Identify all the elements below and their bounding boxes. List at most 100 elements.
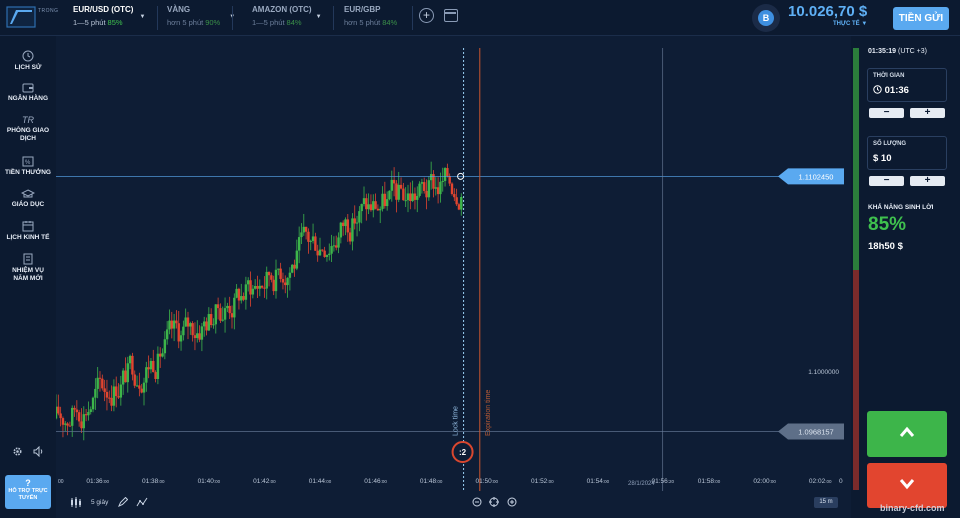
chevron-down-icon (899, 479, 915, 490)
candle-body (388, 190, 391, 200)
indicator-icon[interactable] (136, 497, 148, 507)
candle-body (321, 249, 324, 251)
candle-body (205, 321, 208, 331)
candle-body (121, 370, 125, 385)
asset-time: 1—5 phút (73, 18, 106, 27)
time-tick-seconds: :00 (269, 479, 276, 484)
candle-body (420, 182, 424, 184)
candle-body (274, 269, 278, 292)
zoom-in-icon[interactable] (507, 497, 517, 507)
time-field[interactable]: THỜI GIAN 01:36 (867, 68, 947, 102)
candle-body (73, 407, 76, 410)
candle-body (316, 250, 319, 256)
time-increase-button[interactable]: + (910, 108, 945, 118)
support-chat-button[interactable]: ? HỖ TRỢ TRỰC TUYẾN (5, 475, 51, 509)
chevron-down-icon: ▼ (861, 21, 868, 27)
sidebar-item-education[interactable]: GIÁO DỤC (0, 189, 56, 209)
expiration-time-label: Expiration time (485, 390, 492, 436)
candle-body (443, 168, 447, 181)
clock-timezone: (UTC +3) (897, 48, 927, 55)
avatar-badge[interactable]: B (758, 10, 774, 26)
candle-body (182, 326, 185, 336)
candle-body (98, 377, 102, 379)
sidebar-item-history[interactable]: LỊCH SỬ (0, 50, 56, 72)
calendar-icon (22, 221, 34, 232)
candle-body (355, 222, 359, 224)
pencil-icon[interactable] (118, 497, 128, 507)
candle-body (448, 176, 451, 184)
candle-body (453, 194, 456, 198)
candle-body (330, 246, 333, 254)
candle-body (277, 268, 280, 270)
candle-body (221, 319, 224, 321)
candle-body (281, 278, 285, 283)
candle-body (429, 174, 433, 181)
time-tick-label: 01:36:00 (86, 478, 109, 485)
candle-body (260, 285, 264, 288)
sidebar-item-economic-calendar[interactable]: LỊCH KINH TẾ (0, 220, 56, 242)
sidebar-item-label: PHÒNG GIAO DỊCH (6, 127, 50, 142)
plus-circle-icon[interactable]: + (419, 8, 434, 23)
candle-body (235, 288, 238, 298)
zoom-out-icon[interactable] (472, 497, 482, 507)
amount-increase-button[interactable]: + (910, 176, 945, 186)
support-label: HỖ TRỢ TRỰC TUYẾN (8, 488, 48, 501)
asset-tab-eurgbp[interactable]: EUR/GBP hơn 5 phút 84% (344, 5, 397, 31)
price-chart[interactable]: Lock time Expiration time:2 1.1102450 1.096… (56, 36, 848, 518)
time-axis: 01:36:00 01:38:00 01:40:00 01:42:00 01:44:00… (58, 478, 843, 487)
timeframe-selector[interactable]: 5 giây (91, 499, 109, 506)
candle-body (318, 249, 322, 256)
candle-body (376, 208, 380, 211)
chevron-down-icon[interactable]: ▼ (139, 14, 146, 20)
asset-tab-eurusd[interactable]: EUR/USD (OTC) 1—5 phút 85% ▼ (73, 5, 145, 31)
time-tick-seconds: :20 (668, 479, 675, 484)
gear-icon[interactable] (12, 446, 23, 457)
call-up-button[interactable] (867, 411, 947, 457)
amount-decrease-button[interactable]: − (869, 176, 904, 186)
candle-body (323, 250, 326, 257)
candle-body (297, 237, 301, 251)
time-decrease-button[interactable]: − (869, 108, 904, 118)
candle-body (374, 201, 377, 209)
candle-body (272, 279, 275, 292)
candlestick-icon[interactable] (70, 497, 82, 508)
asset-time: hơn 5 phút (344, 18, 381, 27)
candle-body (263, 287, 266, 289)
candle-body (291, 264, 294, 273)
sidebar-item-bonus[interactable]: % TIỀN THƯỞNG (0, 156, 56, 177)
candle-body (423, 182, 426, 191)
time-tick-seconds: :00 (770, 479, 777, 484)
candle-body (251, 288, 255, 295)
candle-body (94, 388, 97, 398)
sidebar-item-bank[interactable]: NGÂN HÀNG (0, 82, 56, 103)
time-tick-seconds: :00 (492, 479, 499, 484)
clock-icon (873, 85, 882, 94)
chevron-down-icon[interactable]: ▼ (315, 14, 322, 20)
speaker-icon[interactable] (33, 446, 44, 457)
sidebar-item-trading-room[interactable]: TR PHÒNG GIAO DỊCH (0, 114, 56, 143)
current-price-dot (457, 172, 465, 180)
candle-body (115, 386, 118, 397)
account-type-selector[interactable]: THỰC TẾ ▼ (833, 21, 867, 27)
candle-body (314, 236, 317, 251)
sidebar-item-new-year-mission[interactable]: NHIỆM VỤ NĂM MỚI (0, 253, 56, 283)
asset-tab-amazon[interactable]: AMAZON (OTC) 1—5 phút 84% ▼ (252, 5, 322, 31)
candle-body (441, 180, 444, 182)
server-clock: 01:35:19 (UTC +3) (868, 48, 927, 55)
layout-icon[interactable] (444, 9, 458, 22)
period-selector[interactable]: 15 m (814, 497, 838, 508)
candle-body (295, 250, 299, 269)
asset-name: AMAZON (OTC) (252, 5, 312, 14)
time-tick-label: 01:50:00 (475, 478, 498, 485)
target-icon[interactable] (489, 497, 499, 507)
account-balance[interactable]: 10.026,70 $ (788, 3, 868, 20)
candle-body (286, 277, 289, 286)
brand-logo-icon[interactable] (6, 6, 36, 28)
candle-body (68, 425, 72, 427)
amount-field[interactable]: SỐ LƯỢNG $ 10 (867, 136, 947, 170)
deposit-button[interactable]: TIỀN GỬI (893, 7, 949, 30)
chart-canvas[interactable]: Lock time Expiration time:2 1.1102450 1.096… (56, 36, 848, 518)
put-down-button[interactable] (867, 463, 947, 508)
divider (412, 6, 413, 30)
